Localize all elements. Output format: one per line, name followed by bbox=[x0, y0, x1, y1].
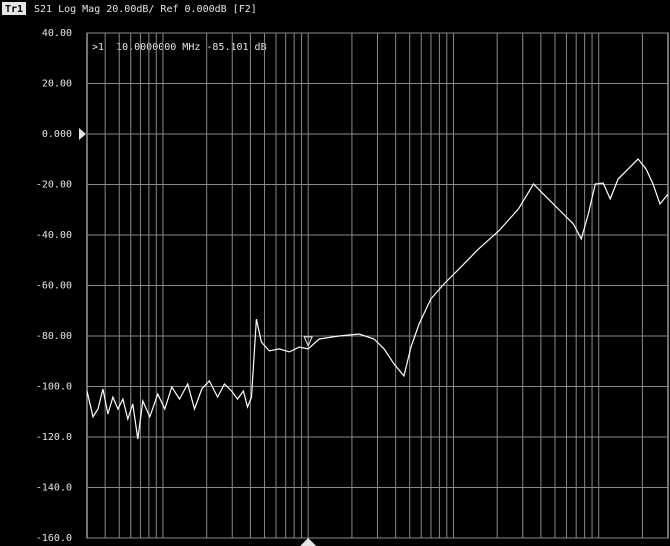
marker-symbol bbox=[303, 336, 313, 348]
y-tick-label: -60.00 bbox=[36, 281, 72, 292]
y-tick-label: 20.00 bbox=[42, 79, 72, 90]
y-tick-label: -40.00 bbox=[36, 230, 72, 241]
y-tick-label: -80.00 bbox=[36, 331, 72, 342]
stimulus-marker bbox=[300, 538, 317, 546]
y-tick-label: 0.000 bbox=[42, 129, 72, 140]
marker-annotation: >1 10.0000000 MHz -85.101 dB bbox=[92, 42, 267, 53]
y-tick-label: -140.0 bbox=[36, 483, 72, 494]
reference-marker bbox=[79, 128, 86, 140]
chart-title: S21 Log Mag 20.00dB/ Ref 0.000dB [F2] bbox=[34, 4, 257, 15]
y-tick-label: -100.0 bbox=[36, 382, 72, 393]
y-tick-label: -20.00 bbox=[36, 180, 72, 191]
y-tick-label: -160.0 bbox=[36, 533, 72, 544]
trace-label-box bbox=[2, 2, 26, 15]
y-tick-label: -120.0 bbox=[36, 432, 72, 443]
trace-label: Tr1 bbox=[5, 4, 23, 15]
y-tick-label: 40.00 bbox=[42, 28, 72, 39]
trace bbox=[86, 158, 669, 440]
